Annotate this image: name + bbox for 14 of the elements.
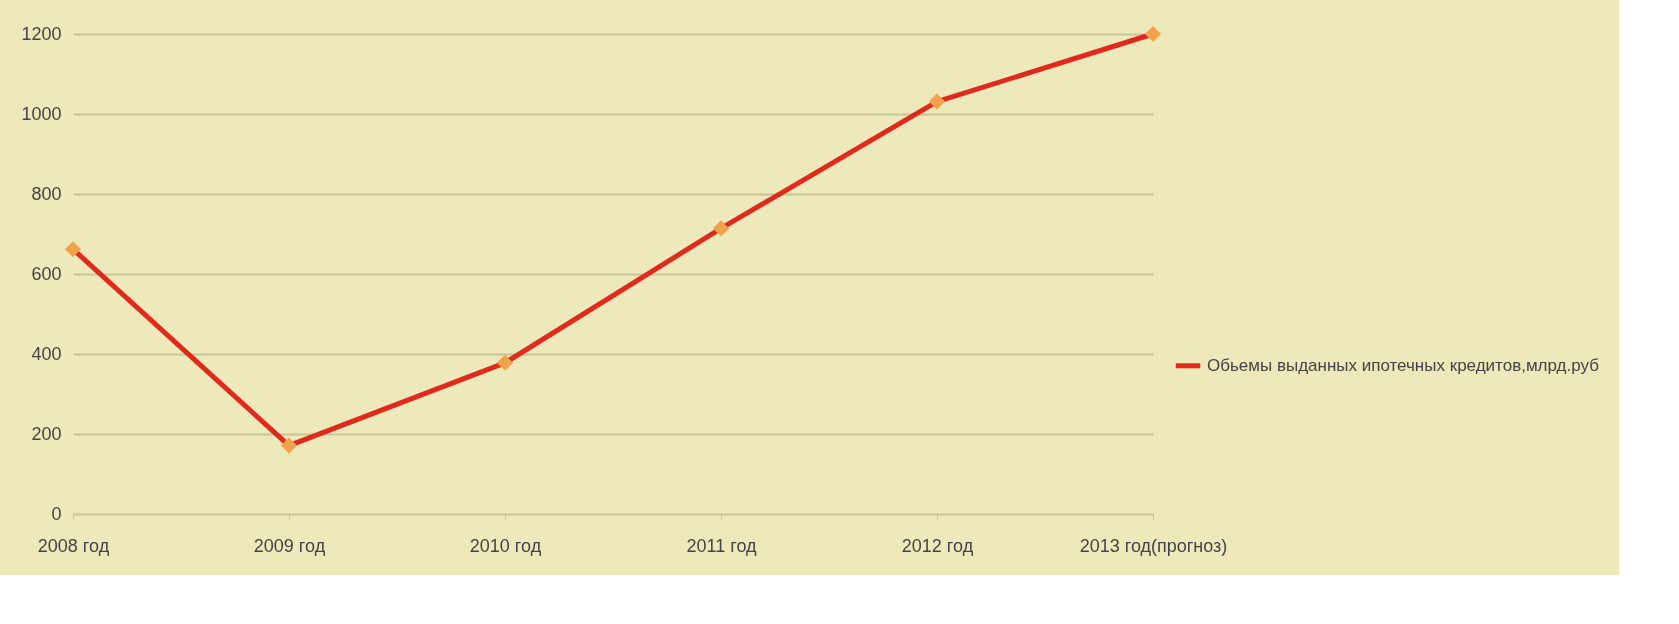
y-tick-label: 0	[51, 503, 62, 524]
y-tick-label: 1200	[21, 23, 62, 44]
y-tick-label: 600	[31, 263, 62, 284]
x-tick-label: 2010 год	[469, 535, 542, 556]
legend-label: Обьемы выданных ипотечных кредитов,млрд.руб	[1207, 355, 1600, 375]
x-tick-label: 2012 год	[901, 535, 974, 556]
x-tick-label: 2013 год(прогноз)	[1079, 535, 1228, 556]
y-tick-label: 800	[31, 183, 62, 204]
x-tick-label: 2008 год	[37, 535, 110, 556]
x-tick-label: 2011 год	[686, 535, 757, 556]
y-tick-label: 400	[31, 343, 62, 364]
x-tick-label: 2009 год	[253, 535, 326, 556]
y-tick-label: 1000	[21, 103, 62, 124]
y-tick-label: 200	[31, 423, 62, 444]
